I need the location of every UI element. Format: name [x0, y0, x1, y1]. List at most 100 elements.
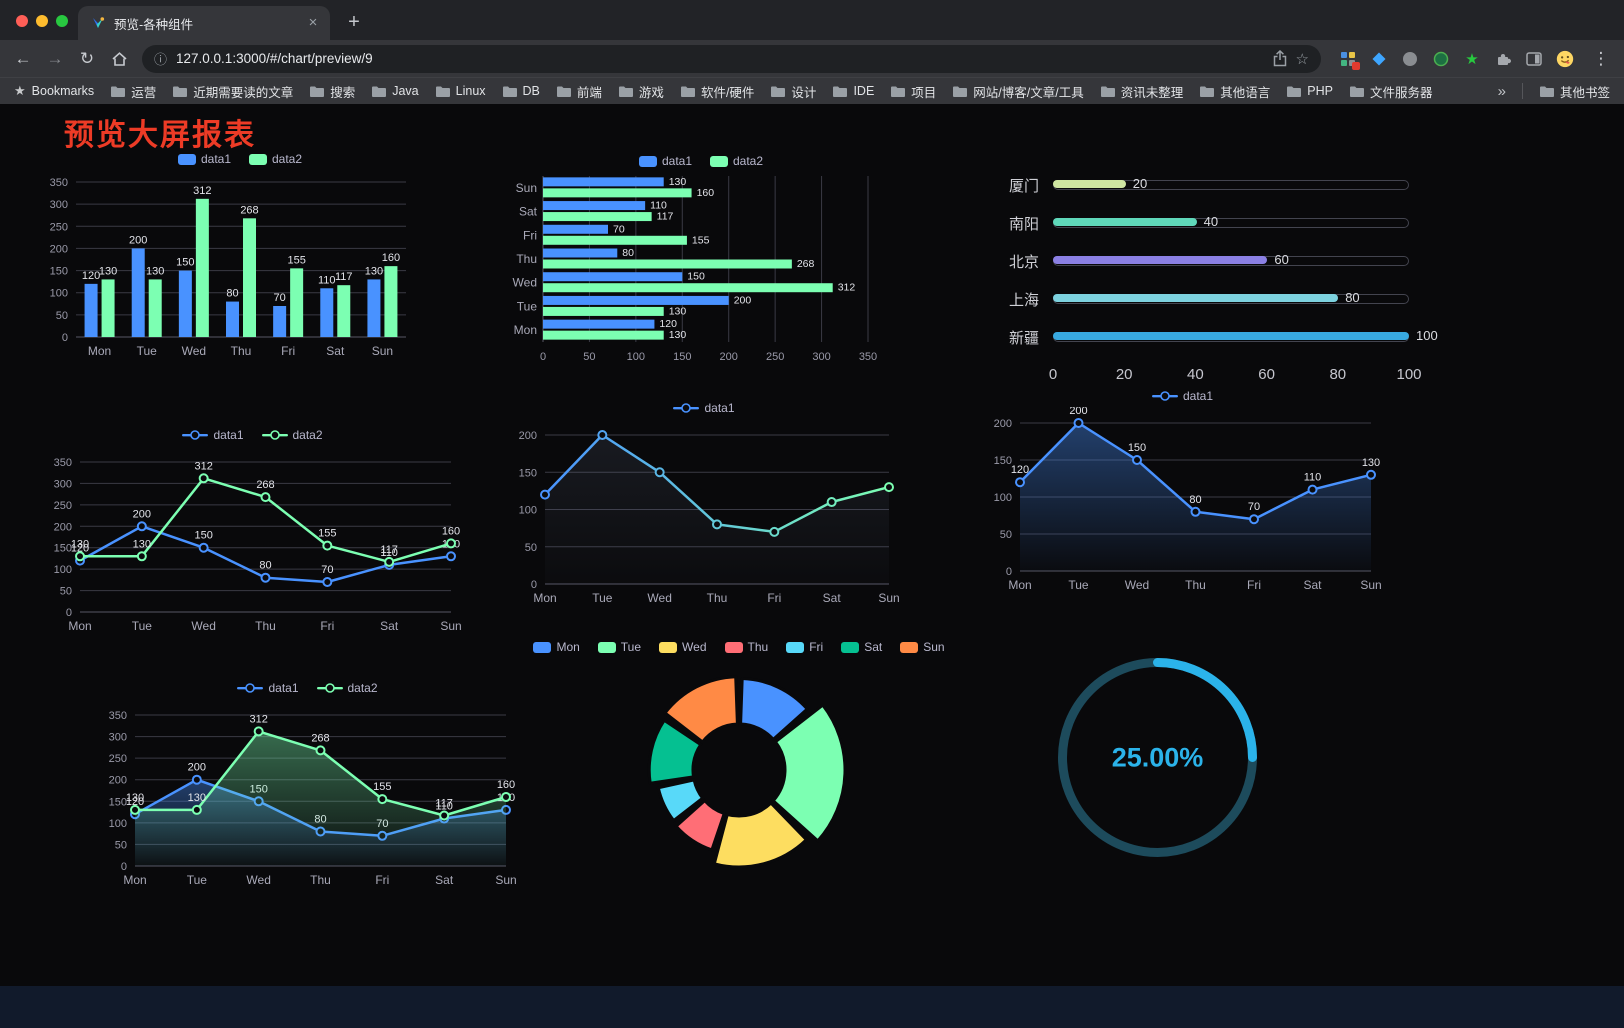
puzzle-icon[interactable] [1494, 50, 1512, 68]
bookmark-folder[interactable]: IDE [832, 84, 874, 98]
svg-text:300: 300 [109, 732, 127, 744]
svg-text:250: 250 [766, 351, 784, 363]
bookmark-folder[interactable]: 项目 [890, 82, 936, 101]
svg-text:300: 300 [54, 478, 72, 490]
forward-button[interactable]: → [46, 48, 64, 68]
legend-label: data2 [347, 681, 378, 695]
legend-item-data2[interactable]: data2 [261, 428, 323, 442]
svg-text:250: 250 [54, 500, 72, 512]
address-bar[interactable]: ⓘ 127.0.0.1:3000/#/chart/preview/9 ☆ [142, 44, 1321, 73]
legend-item-data1[interactable]: data1 [177, 152, 231, 166]
svg-text:130: 130 [669, 305, 687, 317]
legend-item-data1[interactable]: data1 [673, 401, 735, 415]
chart-line-two-area: data1 data2 0 50 100 150 200 250 300 350 Mon Tue Wed… [95, 677, 520, 892]
legend-item-data1[interactable]: data1 [1151, 389, 1213, 403]
legend-item-Sat[interactable]: Sat [841, 640, 882, 654]
legend-item-Mon[interactable]: Mon [533, 640, 580, 654]
svg-text:50: 50 [115, 839, 127, 851]
new-tab-button[interactable]: + [348, 11, 360, 33]
bookmark-folder[interactable]: 游戏 [618, 82, 664, 101]
legend-item-Thu[interactable]: Thu [724, 640, 768, 654]
svg-text:130: 130 [133, 538, 151, 550]
green-circle-icon[interactable] [1432, 50, 1450, 68]
legend-item-data2[interactable]: data2 [710, 154, 763, 168]
progress-value: 20 [1132, 176, 1148, 191]
legend-item-Sun[interactable]: Sun [900, 640, 945, 654]
svg-text:120: 120 [659, 318, 677, 330]
svg-text:117: 117 [657, 211, 674, 223]
bookmark-folder[interactable]: 设计 [770, 82, 816, 101]
folder-icon [891, 86, 906, 97]
bookmark-folder[interactable]: 运营 [110, 82, 156, 101]
window-minimize-button[interactable] [36, 15, 48, 27]
folder-icon [833, 86, 848, 97]
legend-label: data1 [268, 681, 299, 695]
back-button[interactable]: ← [14, 48, 32, 68]
svg-text:100: 100 [54, 564, 72, 576]
svg-text:100: 100 [994, 492, 1012, 504]
svg-text:Tue: Tue [132, 619, 153, 633]
folder-icon [953, 86, 968, 97]
bookmarks-overflow-button[interactable]: » [1497, 82, 1506, 100]
green-star-icon[interactable]: ★ [1465, 50, 1479, 68]
legend-item-data1[interactable]: data1 [638, 154, 692, 168]
bookmark-folder[interactable]: 前端 [556, 82, 602, 101]
legend-item-data2[interactable]: data2 [249, 152, 302, 166]
bookmark-folder[interactable]: 网站/博客/文章/工具 [952, 82, 1084, 101]
window-zoom-button[interactable] [56, 15, 68, 27]
svg-text:268: 268 [256, 479, 274, 491]
home-button[interactable] [104, 44, 134, 74]
axis-tick-label: 80 [1329, 366, 1347, 383]
site-info-icon[interactable]: ⓘ [154, 52, 168, 67]
side-panel-icon[interactable] [1525, 50, 1543, 68]
bookmark-folder-label: 搜索 [330, 85, 356, 100]
window-close-button[interactable] [16, 15, 28, 27]
bookmark-star-icon[interactable]: ☆ [1295, 50, 1309, 68]
svg-text:100: 100 [109, 818, 127, 830]
svg-text:130: 130 [146, 265, 164, 277]
legend-item-Wed[interactable]: Wed [659, 640, 707, 654]
svg-text:Tue: Tue [517, 299, 538, 313]
reload-button[interactable]: ↻ [79, 48, 95, 68]
bookmark-folder[interactable]: 软件/硬件 [680, 82, 754, 101]
bookmark-folder[interactable]: DB [502, 84, 540, 98]
bookmark-folder[interactable]: Linux [435, 84, 486, 98]
bookmark-folder[interactable]: PHP [1286, 84, 1333, 98]
other-bookmarks-folder[interactable]: 其他书签 [1539, 82, 1610, 101]
bookmarks-folder[interactable]: ★ Bookmarks [14, 83, 94, 99]
legend-item-data1[interactable]: data1 [237, 681, 299, 695]
browser-tab[interactable]: 预览-各种组件 × [78, 6, 330, 40]
legend-item-Fri[interactable]: Fri [786, 640, 823, 654]
bookmark-folder[interactable]: 文件服务器 [1349, 82, 1432, 101]
profile-avatar-icon[interactable] [1556, 50, 1574, 68]
legend-item-Tue[interactable]: Tue [597, 640, 641, 654]
share-icon[interactable] [1273, 50, 1287, 67]
menu-button[interactable]: ⋮ [1592, 48, 1610, 68]
url-text[interactable]: 127.0.0.1:3000/#/chart/preview/9 [176, 51, 373, 66]
progress-row: 北京 60 [1009, 242, 1409, 280]
svg-text:50: 50 [1000, 529, 1012, 541]
svg-text:Fri: Fri [320, 619, 334, 633]
gem-icon[interactable] [1370, 50, 1388, 68]
svg-text:Sat: Sat [326, 344, 345, 358]
bookmarks-label: Bookmarks [31, 84, 95, 98]
extensions-grid-icon[interactable] [1339, 50, 1360, 70]
bookmark-folder[interactable]: 搜索 [309, 82, 355, 101]
legend-item-data1[interactable]: data1 [182, 428, 244, 442]
bookmark-folder[interactable]: 近期需要读的文章 [172, 82, 293, 101]
folder-icon [1287, 86, 1302, 97]
legend-item-data2[interactable]: data2 [316, 681, 378, 695]
tab-close-icon[interactable]: × [308, 14, 318, 31]
svg-text:200: 200 [133, 508, 151, 520]
legend-label: data2 [733, 154, 764, 168]
folder-icon [1100, 86, 1115, 97]
line-chart-canvas: 0 50 100 150 200 Mon Tue Wed Thu Fri Sat Sun 120 200 1… [994, 407, 1382, 592]
bookmark-folder[interactable]: 其他语言 [1199, 82, 1270, 101]
line-chart-canvas: 0 50 100 150 200 Mon Tue Wed Thu Fri Sat Sun [519, 430, 900, 605]
bookmark-folder[interactable]: 资讯未整理 [1100, 82, 1183, 101]
svg-text:155: 155 [373, 781, 391, 793]
gray-circle-icon[interactable] [1401, 50, 1419, 68]
bookmark-folder[interactable]: Java [371, 84, 419, 98]
window-controls [16, 15, 68, 27]
svg-text:200: 200 [734, 294, 752, 306]
